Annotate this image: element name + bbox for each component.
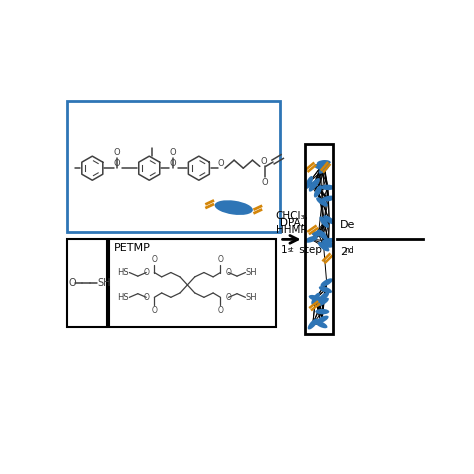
- Ellipse shape: [317, 229, 328, 240]
- Text: CHCl₃,: CHCl₃,: [275, 210, 308, 220]
- Ellipse shape: [322, 238, 336, 244]
- Ellipse shape: [314, 164, 327, 171]
- Text: O: O: [68, 278, 76, 288]
- Ellipse shape: [215, 200, 253, 215]
- Bar: [305, 145, 333, 334]
- Ellipse shape: [317, 160, 331, 165]
- Ellipse shape: [321, 242, 336, 248]
- Ellipse shape: [314, 185, 322, 198]
- Text: O: O: [218, 255, 223, 264]
- Text: De: De: [340, 220, 356, 230]
- Ellipse shape: [309, 295, 322, 301]
- Text: O: O: [225, 268, 231, 277]
- Text: O: O: [260, 156, 267, 165]
- Text: O: O: [225, 293, 231, 302]
- Text: st: st: [288, 246, 294, 253]
- Text: DPA,: DPA,: [280, 218, 304, 228]
- Text: O: O: [114, 148, 120, 157]
- Ellipse shape: [318, 242, 329, 251]
- Bar: [66, 100, 280, 232]
- Text: SH: SH: [98, 278, 111, 288]
- Ellipse shape: [311, 231, 326, 237]
- Ellipse shape: [319, 286, 332, 293]
- Ellipse shape: [304, 236, 318, 243]
- Ellipse shape: [321, 184, 335, 190]
- Text: O: O: [218, 159, 225, 168]
- Text: nd: nd: [345, 246, 355, 255]
- Text: O: O: [144, 268, 150, 277]
- Ellipse shape: [317, 298, 329, 306]
- Text: 1: 1: [281, 246, 288, 255]
- Ellipse shape: [319, 217, 329, 228]
- Bar: [66, 239, 107, 327]
- Text: HS: HS: [118, 268, 129, 277]
- Text: HS: HS: [118, 293, 129, 302]
- Text: O: O: [151, 306, 157, 315]
- Text: O: O: [144, 293, 150, 302]
- Ellipse shape: [323, 215, 335, 224]
- Text: HHMP: HHMP: [276, 225, 307, 235]
- Ellipse shape: [320, 278, 333, 287]
- Text: SH: SH: [246, 293, 257, 302]
- Ellipse shape: [321, 196, 336, 201]
- Text: PETMP: PETMP: [114, 244, 151, 254]
- Ellipse shape: [305, 176, 313, 189]
- Ellipse shape: [315, 309, 329, 314]
- Ellipse shape: [311, 293, 320, 305]
- Text: O: O: [218, 306, 223, 315]
- Text: O: O: [170, 159, 176, 168]
- Ellipse shape: [309, 180, 318, 191]
- Text: SH: SH: [246, 268, 257, 277]
- Text: O: O: [170, 148, 176, 157]
- Text: step: step: [296, 246, 322, 255]
- Text: O: O: [151, 255, 157, 264]
- Ellipse shape: [319, 164, 329, 174]
- Ellipse shape: [318, 292, 329, 302]
- Bar: [305, 145, 333, 334]
- Ellipse shape: [316, 197, 328, 207]
- Ellipse shape: [308, 319, 318, 329]
- Text: O: O: [262, 178, 268, 187]
- Bar: [109, 239, 276, 327]
- Text: 2: 2: [340, 247, 347, 257]
- Ellipse shape: [310, 178, 320, 190]
- Text: O: O: [114, 159, 120, 168]
- Ellipse shape: [315, 320, 328, 328]
- Ellipse shape: [316, 316, 328, 323]
